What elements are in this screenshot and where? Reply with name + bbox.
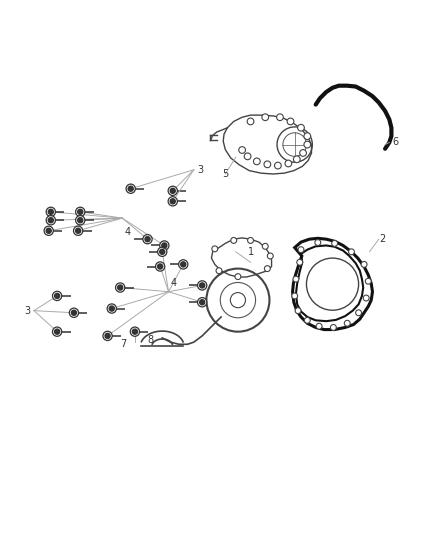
Circle shape	[262, 114, 268, 120]
Text: 6: 6	[392, 138, 399, 148]
Circle shape	[200, 283, 205, 288]
Circle shape	[298, 124, 304, 131]
Circle shape	[363, 295, 369, 301]
Circle shape	[304, 133, 311, 140]
Circle shape	[287, 118, 294, 125]
Circle shape	[235, 273, 241, 279]
Circle shape	[293, 156, 300, 163]
Circle shape	[46, 228, 51, 233]
Circle shape	[332, 240, 338, 246]
Circle shape	[105, 333, 110, 338]
Circle shape	[265, 265, 270, 271]
Circle shape	[179, 260, 188, 269]
Circle shape	[109, 306, 114, 311]
Circle shape	[295, 308, 301, 313]
Circle shape	[304, 317, 310, 324]
Circle shape	[170, 188, 175, 193]
Circle shape	[55, 329, 60, 334]
Circle shape	[46, 216, 56, 225]
Circle shape	[158, 264, 162, 269]
Circle shape	[53, 292, 62, 301]
Text: 4: 4	[171, 278, 177, 288]
Circle shape	[145, 237, 150, 241]
Text: 2: 2	[379, 234, 385, 244]
Text: 5: 5	[222, 169, 229, 179]
Circle shape	[262, 244, 268, 249]
Text: 8: 8	[148, 335, 154, 345]
Text: 4: 4	[124, 228, 131, 237]
Circle shape	[158, 247, 167, 256]
Circle shape	[244, 153, 251, 160]
Circle shape	[170, 199, 175, 204]
Circle shape	[212, 246, 218, 252]
Circle shape	[53, 327, 62, 336]
Circle shape	[71, 310, 77, 316]
Circle shape	[76, 216, 85, 225]
Circle shape	[128, 186, 133, 191]
Circle shape	[74, 226, 83, 236]
Circle shape	[316, 324, 322, 329]
Circle shape	[130, 327, 140, 336]
Circle shape	[247, 238, 254, 244]
Circle shape	[361, 262, 367, 268]
Text: 1: 1	[247, 247, 254, 257]
Circle shape	[304, 141, 311, 148]
Circle shape	[78, 217, 83, 223]
Circle shape	[116, 283, 125, 292]
Circle shape	[160, 249, 165, 254]
Circle shape	[155, 262, 165, 271]
Circle shape	[300, 150, 307, 156]
Circle shape	[160, 241, 169, 250]
Circle shape	[356, 310, 361, 316]
Circle shape	[44, 226, 53, 236]
Text: 3: 3	[197, 165, 203, 175]
Circle shape	[200, 300, 205, 305]
Circle shape	[349, 249, 354, 255]
Circle shape	[297, 260, 303, 265]
Circle shape	[198, 281, 207, 290]
Circle shape	[48, 217, 53, 223]
Circle shape	[267, 253, 273, 259]
Circle shape	[78, 209, 83, 214]
Circle shape	[162, 243, 167, 248]
Circle shape	[298, 247, 304, 253]
Circle shape	[239, 147, 245, 154]
Circle shape	[247, 118, 254, 125]
Circle shape	[76, 207, 85, 216]
Circle shape	[365, 278, 371, 284]
Text: 7: 7	[120, 340, 127, 349]
Circle shape	[181, 262, 186, 267]
Circle shape	[293, 276, 299, 282]
Circle shape	[48, 209, 53, 214]
Circle shape	[344, 320, 350, 326]
Circle shape	[143, 235, 152, 244]
Circle shape	[277, 114, 283, 120]
Circle shape	[330, 325, 336, 330]
Text: 3: 3	[25, 305, 31, 316]
Circle shape	[315, 240, 321, 246]
Circle shape	[103, 331, 112, 341]
Circle shape	[285, 160, 292, 167]
Circle shape	[118, 285, 123, 290]
Circle shape	[76, 228, 81, 233]
Circle shape	[126, 184, 135, 193]
Circle shape	[168, 186, 177, 196]
Circle shape	[231, 238, 237, 244]
Circle shape	[132, 329, 138, 334]
Circle shape	[198, 297, 207, 307]
Circle shape	[275, 162, 281, 169]
Circle shape	[254, 158, 260, 165]
Circle shape	[216, 268, 222, 273]
Circle shape	[69, 308, 78, 317]
Circle shape	[46, 207, 56, 216]
Circle shape	[230, 293, 245, 308]
Circle shape	[264, 161, 271, 168]
Circle shape	[168, 197, 177, 206]
Circle shape	[55, 293, 60, 298]
Circle shape	[107, 304, 117, 313]
Circle shape	[292, 293, 298, 299]
